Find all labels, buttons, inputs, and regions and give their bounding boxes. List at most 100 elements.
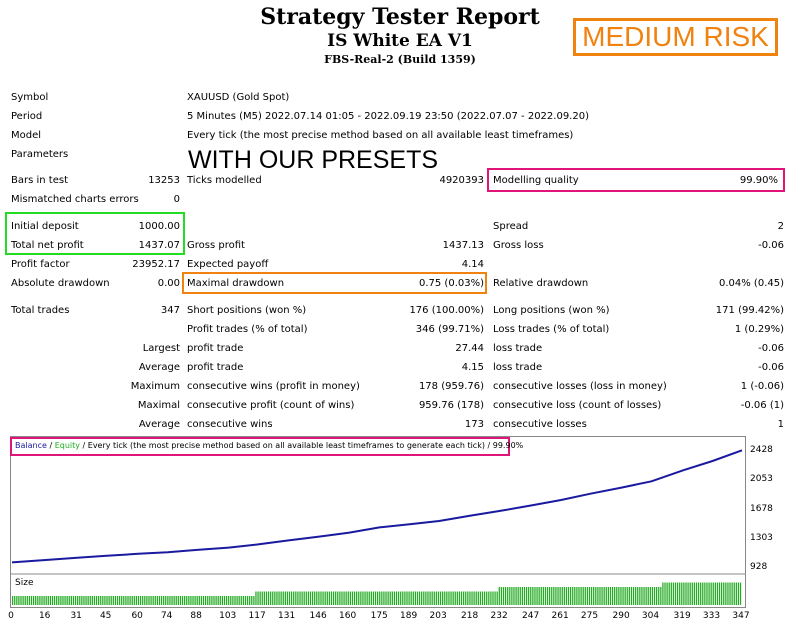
report-title: Strategy Tester Report: [260, 4, 540, 30]
size-bar: [630, 587, 633, 605]
size-bar: [421, 591, 423, 605]
average-profit-value: 4.15: [461, 362, 484, 373]
size-bar: [704, 582, 706, 605]
size-bar: [565, 587, 568, 605]
size-bar: [532, 587, 534, 605]
spread-value: 2: [777, 221, 784, 232]
size-bar: [572, 587, 574, 605]
size-bar: [51, 596, 54, 605]
size-bar: [536, 587, 538, 605]
size-bar: [280, 591, 282, 605]
size-bar: [196, 596, 198, 605]
x-tick-label: 304: [641, 611, 660, 621]
x-tick-label: 203: [429, 611, 447, 621]
size-bar: [244, 596, 247, 605]
size-bar: [597, 587, 599, 605]
bars-label: Bars in test: [11, 175, 68, 186]
size-label: Size: [15, 578, 34, 588]
size-bar: [463, 591, 465, 605]
size-bar: [207, 596, 209, 605]
size-bar: [534, 587, 536, 605]
payoff-value: 4.14: [461, 259, 484, 270]
parameters-label: Parameters: [11, 149, 69, 160]
size-bar: [123, 596, 125, 605]
average-label: Average: [138, 362, 180, 373]
size-bar: [567, 587, 570, 605]
size-bar: [435, 591, 437, 605]
x-tick-label: 175: [370, 611, 388, 621]
largest-profit-value: 27.44: [455, 343, 484, 354]
size-bar: [356, 591, 358, 605]
size-bar: [158, 596, 161, 605]
size-bar: [169, 596, 171, 605]
size-bar: [246, 596, 249, 605]
size-bar: [584, 587, 586, 605]
size-bar: [112, 596, 114, 605]
size-bar: [152, 596, 154, 605]
size-bar: [521, 587, 523, 605]
size-bar: [477, 591, 479, 605]
size-bar: [234, 596, 236, 605]
size-bar: [56, 596, 58, 605]
size-bar: [20, 596, 22, 605]
size-bar: [404, 591, 406, 605]
max-losses-value: 1 (-0.06): [740, 381, 784, 392]
size-bar: [641, 587, 643, 605]
size-bar: [194, 596, 196, 605]
x-tick-label: 218: [461, 611, 479, 621]
size-bar: [433, 591, 435, 605]
size-bar: [316, 591, 318, 605]
size-bar: [523, 587, 526, 605]
grossprofit-label: Gross profit: [187, 240, 245, 251]
size-bar: [230, 596, 232, 605]
size-bar: [215, 596, 217, 605]
size-bar: [24, 596, 26, 605]
size-bar: [358, 591, 360, 605]
size-bar: [299, 591, 301, 605]
size-bar: [267, 591, 270, 605]
size-bar: [335, 591, 337, 605]
size-bar: [211, 596, 213, 605]
size-bar: [163, 596, 165, 605]
size-bar: [603, 587, 605, 605]
size-bar: [377, 591, 379, 605]
deposit-label: Initial deposit: [11, 221, 79, 232]
size-bar: [580, 587, 582, 605]
x-tick-label: 60: [131, 611, 143, 621]
quality-highlight: [487, 168, 785, 192]
size-bar: [397, 591, 400, 605]
size-bar: [249, 596, 251, 605]
size-bar: [649, 587, 651, 605]
largest-label: Largest: [142, 343, 180, 354]
size-bar: [538, 587, 540, 605]
size-bar: [274, 591, 276, 605]
size-bar: [213, 596, 215, 605]
legend-quality: 99.90%: [492, 441, 524, 450]
size-bar: [561, 587, 563, 605]
grossloss-value: -0.06: [758, 240, 784, 251]
size-bar: [62, 596, 64, 605]
reldd-value: 0.04% (0.45): [718, 278, 784, 289]
size-bar: [106, 596, 108, 605]
size-bar: [706, 582, 708, 605]
size-bar: [83, 596, 85, 605]
size-bar: [406, 591, 408, 605]
size-bar: [700, 582, 702, 605]
size-bar: [383, 591, 385, 605]
size-bar: [423, 591, 425, 605]
size-bar: [498, 587, 500, 605]
size-bar: [555, 587, 557, 605]
size-bar: [242, 596, 245, 605]
size-bar: [347, 591, 349, 605]
size-bar: [265, 591, 268, 605]
size-bar: [142, 596, 144, 605]
average-loss-value: -0.06: [758, 362, 784, 373]
size-bar: [593, 587, 595, 605]
size-bar: [643, 587, 645, 605]
size-bar: [290, 591, 293, 605]
size-bar: [465, 591, 467, 605]
size-bar: [450, 591, 452, 605]
x-tick-label: 261: [551, 611, 569, 621]
size-bar: [595, 587, 597, 605]
x-tick-label: 247: [522, 611, 540, 621]
